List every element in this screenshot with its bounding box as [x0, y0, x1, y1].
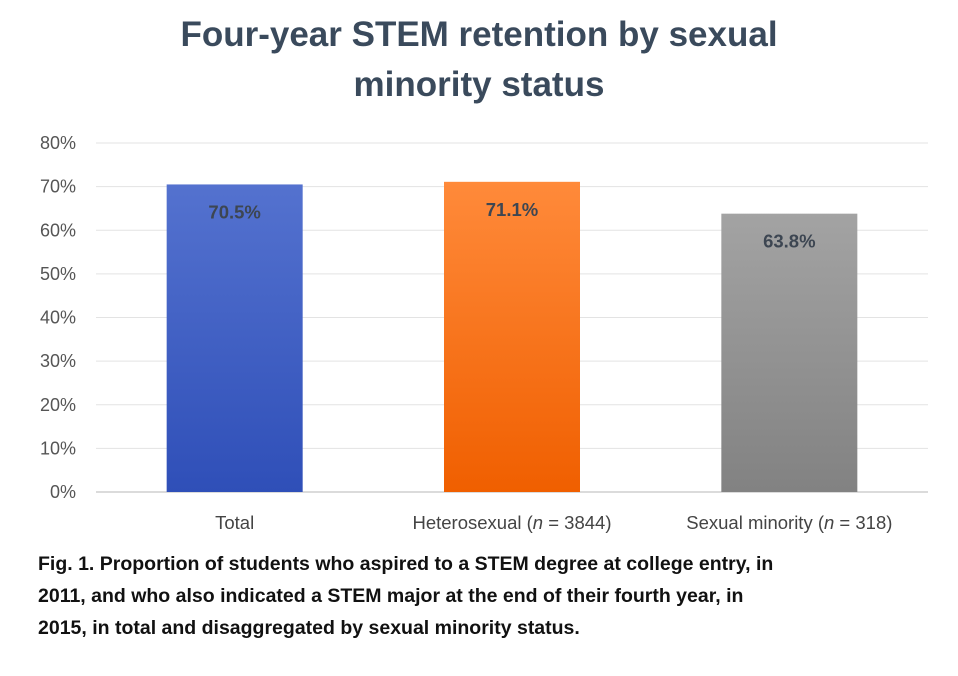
data-label: 70.5% — [208, 201, 260, 222]
y-tick-label: 0% — [50, 482, 76, 502]
bars — [166, 181, 858, 493]
y-tick-label: 80% — [40, 133, 76, 153]
y-tick-label: 10% — [40, 438, 76, 458]
data-label: 63.8% — [763, 231, 815, 252]
figure-caption: Fig. 1. Proportion of students who aspir… — [38, 548, 938, 644]
x-axis-categories: Total Heterosexual (n = 3844) Sexual minor… — [215, 512, 892, 533]
y-tick-label: 20% — [40, 395, 76, 415]
y-tick-label: 30% — [40, 351, 76, 371]
y-tick-label: 50% — [40, 264, 76, 284]
x-category-label: Heterosexual (n = 3844) — [412, 512, 611, 533]
bar-chart: 0% 10% 20% 30% 40% 50% 60% 70% 80% 70.5% 71.1% 63.… — [40, 133, 928, 533]
bar — [444, 181, 580, 493]
chart-title: Four-year STEM retention by sexual minor… — [0, 10, 958, 110]
chart-title-line-2: minority status — [353, 65, 605, 104]
y-tick-label: 70% — [40, 177, 76, 197]
y-tick-label: 60% — [40, 220, 76, 240]
caption-line-2: 2011, and who also indicated a STEM majo… — [38, 585, 744, 607]
caption-line-1: Fig. 1. Proportion of students who aspir… — [38, 553, 774, 575]
x-category-label: Total — [215, 512, 254, 533]
caption-line-3: 2015, in total and disaggregated by sexu… — [38, 617, 580, 639]
data-label: 71.1% — [486, 199, 538, 220]
x-category-label: Sexual minority (n = 318) — [686, 512, 892, 533]
chart-title-line-1: Four-year STEM retention by sexual — [180, 15, 778, 54]
bar — [721, 213, 858, 493]
y-tick-label: 40% — [40, 308, 76, 328]
data-labels: 70.5% 71.1% 63.8% — [208, 199, 815, 252]
bar — [166, 184, 303, 492]
y-axis-ticks: 0% 10% 20% 30% 40% 50% 60% 70% 80% — [40, 133, 76, 502]
